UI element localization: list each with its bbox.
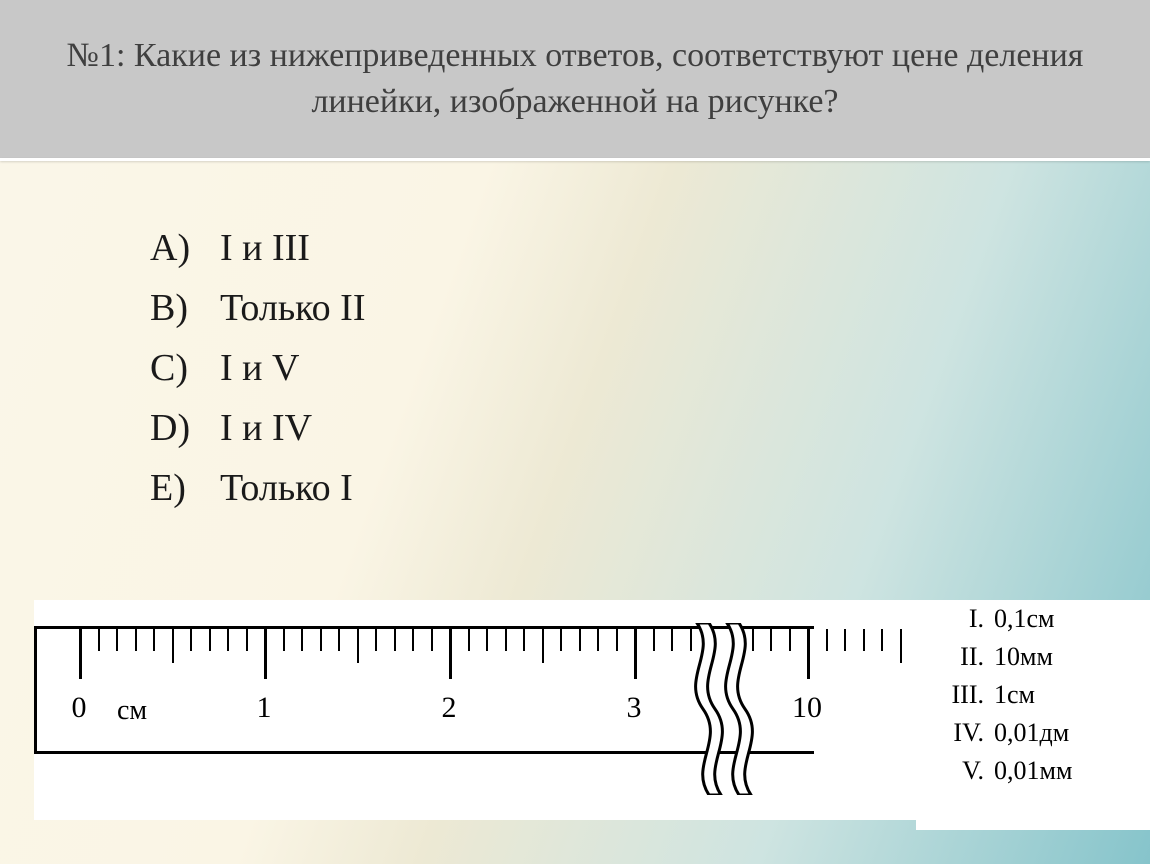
ruler-tick (505, 629, 507, 651)
ruler-number: 10 (792, 691, 822, 725)
legend-roman: I. (930, 604, 994, 634)
ruler-number: 1 (257, 691, 272, 725)
ruler-tick (301, 629, 303, 651)
separator (0, 158, 1150, 161)
ruler-tick (789, 629, 791, 651)
ruler-tick (375, 629, 377, 651)
ruler-tick (634, 629, 637, 679)
content-area: A) I и III B) Только II C) I и V D) I и … (0, 158, 1150, 864)
answer-option: A) I и III (150, 218, 366, 278)
ruler-tick (468, 629, 470, 651)
legend-value: 1см (994, 680, 1035, 710)
ruler-tick (98, 629, 100, 651)
ruler-tick (844, 629, 846, 651)
legend-value: 10мм (994, 642, 1053, 672)
legend-value: 0,01дм (994, 718, 1069, 748)
answer-option: B) Только II (150, 278, 366, 338)
ruler-tick (807, 629, 810, 679)
legend-item: II. 10мм (916, 638, 1150, 676)
ruler-tick (579, 629, 581, 651)
ruler-number: 2 (442, 691, 457, 725)
ruler-body: см 012310 (34, 626, 814, 754)
ruler-tick (412, 629, 414, 651)
ruler-tick (616, 629, 618, 651)
answer-letter: B) (150, 278, 220, 338)
ruler-tick (135, 629, 137, 651)
answer-list: A) I и III B) Только II C) I и V D) I и … (150, 218, 366, 518)
ruler-tick (79, 629, 82, 679)
ruler-number: 3 (627, 691, 642, 725)
ruler-tick (881, 629, 883, 651)
ruler-tick (190, 629, 192, 651)
ruler-tick (653, 629, 655, 651)
answer-letter: C) (150, 338, 220, 398)
ruler-tick (338, 629, 340, 651)
question-title: №1: Какие из нижеприведенных ответов, со… (30, 33, 1120, 125)
ruler-tick (431, 629, 433, 651)
legend-roman: IV. (930, 718, 994, 748)
answer-text: Только I (220, 458, 353, 518)
legend-item: V. 0,01мм (916, 752, 1150, 790)
ruler-tick (671, 629, 673, 651)
answer-text: I и III (220, 218, 310, 278)
ruler-tick (770, 629, 772, 651)
ruler-tick (863, 629, 865, 651)
legend-value: 0,1см (994, 604, 1055, 634)
ruler-tick (394, 629, 396, 651)
answer-text: I и V (220, 338, 299, 398)
ruler-tick (320, 629, 322, 651)
legend-item: III. 1см (916, 676, 1150, 714)
ruler-break-icon (717, 623, 761, 795)
answer-text: I и IV (220, 398, 312, 458)
ruler-tick (172, 629, 174, 663)
legend-roman: III. (930, 680, 994, 710)
ruler-tick (597, 629, 599, 651)
answer-option: D) I и IV (150, 398, 366, 458)
ruler-tick (116, 629, 118, 651)
ruler-tick (227, 629, 229, 651)
ruler-tick (523, 629, 525, 651)
ruler-tick (209, 629, 211, 651)
ruler-tick (900, 629, 902, 663)
legend-item: IV. 0,01дм (916, 714, 1150, 752)
ruler-unit-label: см (117, 695, 147, 727)
legend-list: I. 0,1см II. 10мм III. 1см IV. 0,01дм V.… (916, 600, 1150, 830)
question-header: №1: Какие из нижеприведенных ответов, со… (0, 0, 1150, 158)
legend-roman: V. (930, 756, 994, 786)
answer-letter: E) (150, 458, 220, 518)
ruler-tick (486, 629, 488, 651)
legend-value: 0,01мм (994, 756, 1072, 786)
slide: №1: Какие из нижеприведенных ответов, со… (0, 0, 1150, 864)
ruler-tick (283, 629, 285, 651)
ruler-tick (826, 629, 828, 651)
legend-item: I. 0,1см (916, 600, 1150, 638)
answer-letter: A) (150, 218, 220, 278)
ruler-figure: см 0 1 2 3 10 (34, 600, 916, 820)
ruler-tick (449, 629, 452, 679)
ruler-tick (560, 629, 562, 651)
legend-roman: II. (930, 642, 994, 672)
ruler-tick (153, 629, 155, 651)
answer-letter: D) (150, 398, 220, 458)
ruler-tick (357, 629, 359, 663)
answer-text: Только II (220, 278, 366, 338)
ruler-tick (264, 629, 267, 679)
answer-option: C) I и V (150, 338, 366, 398)
answer-option: E) Только I (150, 458, 366, 518)
ruler-tick (246, 629, 248, 651)
ruler-number: 0 (72, 691, 87, 725)
ruler-tick (542, 629, 544, 663)
